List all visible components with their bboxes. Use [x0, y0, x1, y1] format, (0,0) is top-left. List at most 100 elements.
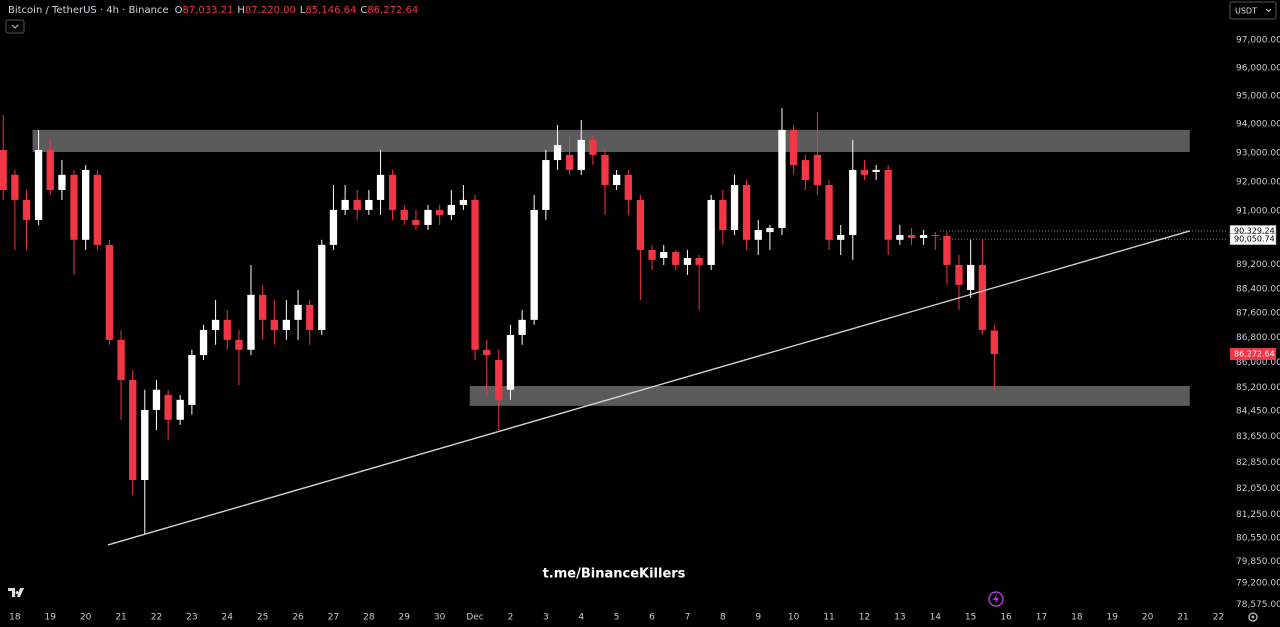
candle-body — [70, 174, 78, 240]
candle-body — [884, 169, 892, 240]
y-tick-label: 82,850.00 — [1236, 458, 1280, 468]
logo-shape — [8, 588, 24, 597]
ohlc-value: 85,146.64 — [305, 5, 356, 16]
x-tick-label: 8 — [720, 613, 726, 623]
ohlc-prefix: H — [237, 5, 245, 16]
y-tick-label: 92,000.00 — [1236, 177, 1280, 187]
candle-body — [270, 319, 279, 330]
chevron-icon — [11, 24, 19, 29]
candle-body — [955, 264, 963, 285]
tradingview-logo — [8, 588, 24, 597]
candle-body — [636, 199, 645, 250]
y-tick-label: 94,000.00 — [1236, 120, 1280, 130]
x-tick-label: 29 — [399, 613, 411, 623]
y-tick-label: 91,000.00 — [1236, 207, 1280, 217]
gear-center — [1251, 615, 1255, 619]
y-tick-label: 78,575.00 — [1236, 600, 1280, 610]
gear — [1248, 612, 1258, 622]
candle-body — [424, 209, 432, 225]
x-tick-label: 14 — [930, 613, 942, 623]
candle-body — [388, 174, 397, 210]
y-tick-label: 85,200.00 — [1236, 383, 1280, 393]
x-tick-label: 20 — [1142, 613, 1154, 623]
candle-body — [931, 235, 939, 237]
x-tick-label: Dec — [466, 613, 483, 623]
candle-body — [695, 258, 703, 265]
x-tick-label: 6 — [649, 613, 655, 623]
x-tick-label: 21 — [1177, 613, 1188, 623]
candle-body — [141, 409, 149, 480]
candle-body — [719, 199, 727, 231]
x-tick-label: 2 — [508, 613, 514, 623]
trendline — [107, 230, 1190, 546]
settings-icon[interactable] — [1248, 612, 1258, 622]
candle-body — [589, 139, 597, 155]
x-tick-label: 19 — [45, 613, 57, 623]
x-tick-label: 27 — [328, 613, 339, 623]
candle-body — [943, 235, 951, 265]
candle-body — [730, 185, 739, 231]
candle-body — [612, 174, 621, 186]
last-price-label: 86,272.64 — [1234, 350, 1275, 359]
y-tick-label: 82,050.00 — [1236, 484, 1280, 494]
candle-body — [341, 199, 349, 210]
candle-body — [648, 249, 656, 260]
symbol-title: Bitcoin / TetherUS · 4h · Binance — [8, 5, 169, 16]
x-tick-label: 30 — [434, 613, 446, 623]
candle-body — [199, 329, 208, 356]
candle-body — [164, 394, 172, 420]
y-tick-label: 84,450.00 — [1236, 407, 1280, 417]
price-tag-label: 90,050.74 — [1234, 235, 1275, 244]
ohlc-value: 87,220.00 — [245, 5, 296, 16]
candle-body — [837, 235, 845, 240]
x-tick-label: 25 — [257, 613, 268, 623]
x-tick-label: 7 — [685, 613, 691, 623]
candle-body — [459, 199, 468, 205]
candle-body — [754, 230, 762, 240]
candle-body — [825, 185, 833, 240]
candle-body — [436, 209, 444, 215]
x-tick-label: 15 — [965, 613, 976, 623]
candle-body — [235, 339, 243, 350]
chevron-icon — [1265, 8, 1272, 13]
currency-dropdown[interactable]: USDT — [1229, 1, 1277, 20]
zone — [32, 129, 1190, 152]
candle-body — [683, 258, 692, 265]
candle-body — [223, 319, 231, 340]
y-tick-label: 86,800.00 — [1236, 333, 1280, 343]
candle-body — [412, 219, 420, 225]
candle-body — [376, 174, 385, 200]
x-tick-label: 16 — [1000, 613, 1012, 623]
candle-body — [601, 154, 609, 186]
candle-body — [672, 252, 680, 265]
x-tick-label: 13 — [894, 613, 905, 623]
candle-body — [707, 199, 715, 265]
y-tick-label: 83,650.00 — [1236, 432, 1280, 442]
candle-body — [483, 349, 491, 356]
x-tick-label: 21 — [115, 613, 126, 623]
candle-body — [577, 139, 585, 170]
x-tick-label: 17 — [1036, 613, 1047, 623]
lightning-icon[interactable] — [988, 591, 1004, 607]
candle-body — [495, 360, 503, 400]
zone — [469, 385, 1190, 406]
x-tick-label: 3 — [543, 613, 549, 623]
candle-body — [306, 304, 314, 330]
x-tick-label: 26 — [292, 613, 304, 623]
y-tick-label: 97,000.00 — [1236, 36, 1280, 46]
price-tag-label: 90,329.24 — [1234, 226, 1275, 235]
collapse-button[interactable] — [5, 19, 25, 34]
watermark: t.me/BinanceKillers — [543, 567, 686, 582]
candle-body — [872, 169, 880, 172]
candle-body — [471, 199, 479, 350]
candle-body — [919, 235, 928, 239]
x-tick-label: 18 — [1071, 613, 1083, 623]
y-tick-label: 80,550.00 — [1236, 533, 1280, 543]
ohlc-value: 86,272.64 — [367, 5, 418, 16]
ohlc-prefix: O — [175, 5, 183, 16]
candle-body — [11, 174, 19, 200]
candle-body — [990, 330, 999, 355]
ohlc-prefix: C — [360, 5, 367, 16]
